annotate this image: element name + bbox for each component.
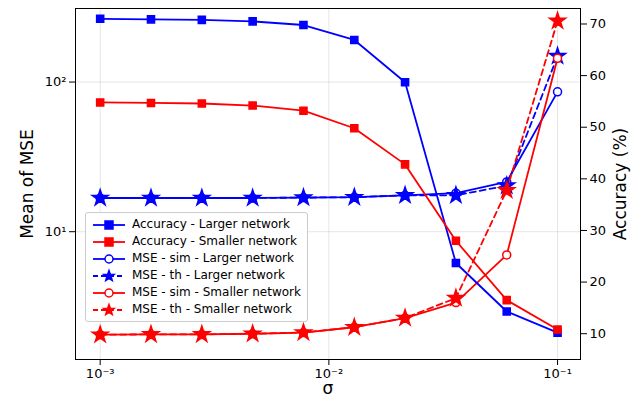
- svg-text:10⁻³: 10⁻³: [86, 366, 115, 381]
- svg-text:10²: 10²: [45, 74, 67, 89]
- svg-text:10⁻²: 10⁻²: [314, 365, 344, 381]
- svg-text:40: 40: [590, 171, 607, 186]
- html-text:Accuracy - Smaller network: Accuracy - Smaller network: [132, 234, 297, 248]
- svg-text:10⁻¹: 10⁻¹: [543, 366, 572, 381]
- svg-text:Accuracy (%): Accuracy (%): [610, 128, 630, 240]
- html-text:MSE - th - Larger network: MSE - th - Larger network: [132, 268, 285, 282]
- html-text:MSE - sim - Larger network: MSE - sim - Larger network: [132, 251, 294, 265]
- svg-text:70: 70: [590, 16, 607, 31]
- svg-text:10¹: 10¹: [45, 224, 67, 239]
- html-text:MSE - th - Smaller network: MSE - th - Smaller network: [132, 302, 292, 316]
- svg-text:20: 20: [590, 274, 607, 289]
- svg-text:50: 50: [590, 119, 607, 134]
- svg-text:60: 60: [590, 68, 607, 83]
- svg-text:σ: σ: [323, 378, 334, 398]
- svg-text:Mean of MSE: Mean of MSE: [17, 129, 37, 239]
- html-text:MSE - sim - Smaller network: MSE - sim - Smaller network: [132, 285, 301, 299]
- html-text:Accuracy - Larger network: Accuracy - Larger network: [132, 217, 290, 231]
- svg-text:10: 10: [590, 326, 607, 341]
- svg-text:30: 30: [590, 223, 607, 238]
